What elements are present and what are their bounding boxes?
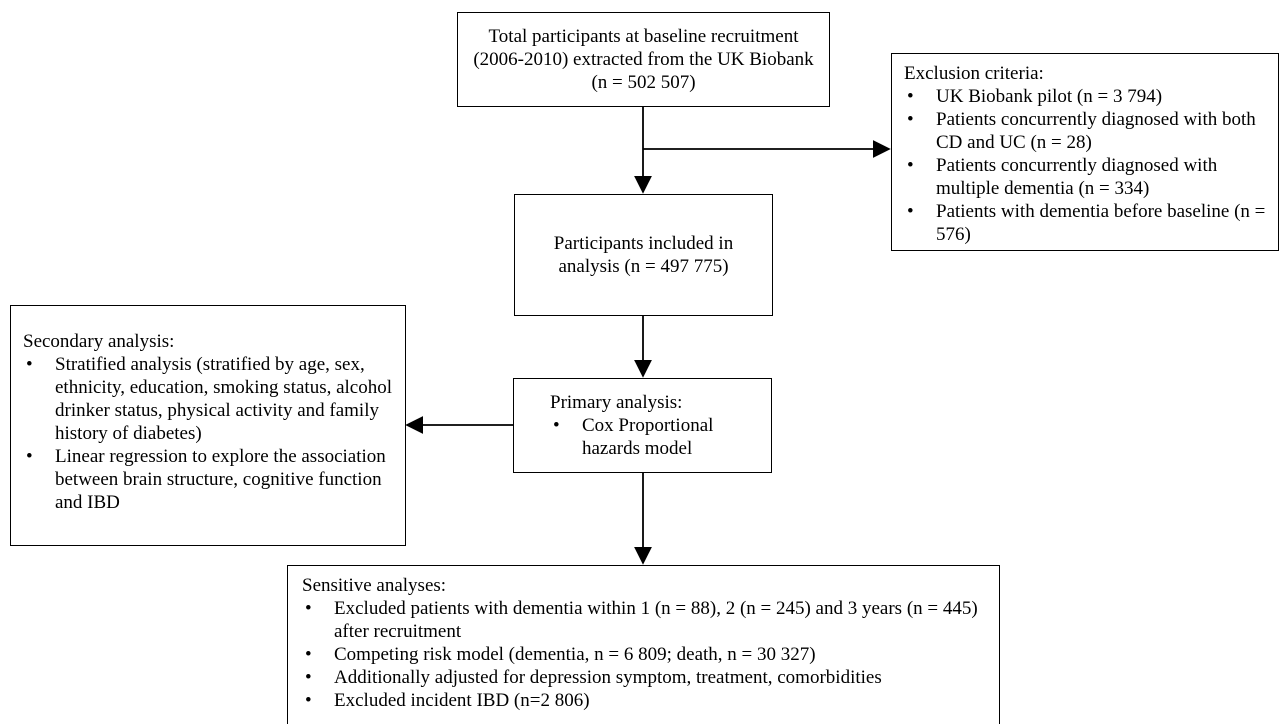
node-title: Sensitive analyses: xyxy=(302,575,447,596)
bullet-item: Cox Proportional hazards model xyxy=(550,414,763,460)
bullet-item: Competing risk model (dementia, n = 6 80… xyxy=(302,643,991,666)
node-text: Participants included in analysis (n = 4… xyxy=(553,233,734,277)
node-box: Primary analysis:Cox Proportional hazard… xyxy=(513,378,772,473)
node-title: Exclusion criteria: xyxy=(904,63,1044,84)
bullet-list: Stratified analysis (stratified by age, … xyxy=(23,353,397,514)
bullet-item: Additionally adjusted for depression sym… xyxy=(302,666,991,689)
bullet-item: Patients concurrently diagnosed with mul… xyxy=(904,154,1270,200)
bullet-item: Patients concurrently diagnosed with bot… xyxy=(904,108,1270,154)
node-title: Primary analysis: xyxy=(550,392,683,413)
bullet-item: Excluded incident IBD (n=2 806) xyxy=(302,689,991,712)
bullet-item: Linear regression to explore the associa… xyxy=(23,445,397,514)
node-box: Exclusion criteria:UK Biobank pilot (n =… xyxy=(891,53,1279,251)
node-text: Total participants at baseline recruitme… xyxy=(473,26,814,93)
node-box: Secondary analysis:Stratified analysis (… xyxy=(10,305,406,546)
bullet-list: UK Biobank pilot (n = 3 794)Patients con… xyxy=(904,85,1270,246)
node-title: Secondary analysis: xyxy=(23,331,175,352)
bullet-item: Excluded patients with dementia within 1… xyxy=(302,597,991,643)
bullet-item: Patients with dementia before baseline (… xyxy=(904,200,1270,246)
node-box: Sensitive analyses:Excluded patients wit… xyxy=(287,565,1000,724)
node-box: Participants included in analysis (n = 4… xyxy=(514,194,773,316)
bullet-item: Stratified analysis (stratified by age, … xyxy=(23,353,397,445)
bullet-list: Cox Proportional hazards model xyxy=(550,414,763,460)
bullet-item: UK Biobank pilot (n = 3 794) xyxy=(904,85,1270,108)
bullet-list: Excluded patients with dementia within 1… xyxy=(302,597,991,712)
node-box: Total participants at baseline recruitme… xyxy=(457,12,830,107)
